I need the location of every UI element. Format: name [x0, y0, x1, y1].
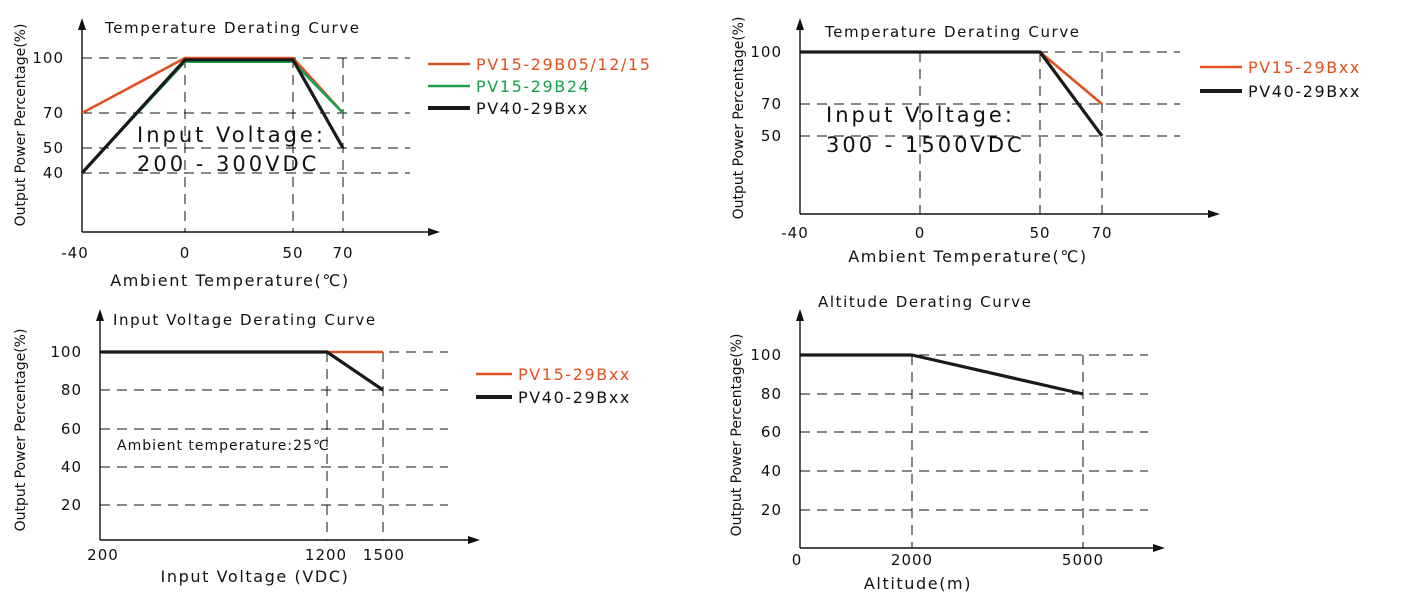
legend: PV15-29Bxx PV40-29Bxx — [1200, 58, 1361, 101]
y-tick-label: 50 — [761, 127, 782, 145]
chart-title: Input Voltage Derating Curve — [113, 311, 377, 329]
legend-label: PV15-29B24 — [476, 77, 590, 96]
annotation-text: 300 - 1500VDC — [826, 133, 1025, 157]
x-axis-arrow-icon — [1208, 210, 1220, 218]
chart-2: Temperature Derating Curve 100 70 50 -40 0 50 7… — [731, 17, 1361, 266]
x-tick-label: 50 — [282, 244, 303, 262]
x-tick-label: 70 — [1091, 224, 1112, 242]
y-tick-label: 60 — [761, 423, 782, 441]
y-tick-label: 100 — [32, 49, 64, 67]
y-axis-arrow-icon — [796, 18, 804, 30]
y-tick-label: 100 — [750, 346, 782, 364]
annotation-text: 200 - 300VDC — [137, 152, 319, 176]
y-tick-label: 20 — [761, 501, 782, 519]
annotation-text: Ambient temperature:25℃ — [117, 438, 330, 454]
y-axis-label: Output Power Percentage(%) — [13, 24, 29, 227]
y-tick-label: 100 — [50, 343, 82, 361]
series-line-2 — [100, 350, 384, 392]
series-line-1 — [1039, 51, 1103, 105]
y-axis-arrow-icon — [96, 309, 104, 321]
legend-label: PV40-29Bxx — [1248, 82, 1361, 101]
x-axis-arrow-icon — [468, 536, 480, 544]
chart-1: Temperature Derating Curve 100 70 50 40 -40 0 5… — [13, 18, 652, 290]
y-axis-label: Output Power Percentage(%) — [729, 334, 745, 537]
legend: PV15-29B05/12/15 PV15-29B24 PV40-29Bxx — [428, 55, 652, 118]
legend-label: PV40-29Bxx — [476, 99, 589, 118]
chart-title: Temperature Derating Curve — [104, 19, 361, 37]
x-tick-label: 50 — [1029, 224, 1050, 242]
annotation-text: Input Voltage: — [826, 103, 1015, 127]
chart-3: Input Voltage Derating Curve 100 80 60 40 20 2… — [13, 309, 631, 586]
x-tick-label: 0 — [915, 224, 926, 242]
y-tick-label: 40 — [761, 462, 782, 480]
x-axis-arrow-icon — [428, 228, 440, 236]
x-tick-label: -40 — [781, 224, 809, 242]
legend-label: PV15-29Bxx — [518, 365, 631, 384]
legend: PV15-29Bxx PV40-29Bxx — [476, 365, 631, 407]
y-tick-label: 70 — [43, 104, 64, 122]
y-axis-arrow-icon — [796, 309, 804, 321]
x-tick-label: 70 — [332, 244, 353, 262]
y-tick-label: 40 — [61, 458, 82, 476]
chart-title: Temperature Derating Curve — [824, 23, 1081, 41]
x-tick-label: -40 — [61, 244, 89, 262]
y-tick-label: 50 — [43, 139, 64, 157]
series-line-1 — [81, 56, 344, 115]
y-tick-label: 80 — [761, 385, 782, 403]
y-tick-label: 40 — [43, 164, 64, 182]
x-axis-label: Input Voltage (VDC) — [161, 567, 350, 586]
legend-label: PV15-29Bxx — [1248, 58, 1361, 77]
x-tick-label: 5000 — [1062, 551, 1104, 569]
y-axis-label: Output Power Percentage(%) — [13, 329, 29, 532]
x-tick-label: 1500 — [363, 546, 405, 564]
series-line-3 — [80, 58, 345, 175]
x-axis-label: Ambient Temperature(℃) — [110, 271, 349, 290]
y-tick-label: 80 — [61, 381, 82, 399]
chart-title: Altitude Derating Curve — [818, 293, 1032, 311]
legend-label: PV40-29Bxx — [518, 388, 631, 407]
legend-label: PV15-29B05/12/15 — [476, 55, 652, 74]
x-tick-label: 0 — [180, 244, 191, 262]
x-tick-label: 2000 — [891, 551, 933, 569]
x-axis-label: Ambient Temperature(℃) — [848, 247, 1087, 266]
x-axis-arrow-icon — [1153, 544, 1165, 552]
y-tick-label: 60 — [61, 420, 82, 438]
annotation-text: Input Voltage: — [137, 123, 326, 147]
y-tick-label: 20 — [61, 496, 82, 514]
x-axis-label: Altitude(m) — [864, 574, 972, 593]
series-line-2 — [800, 50, 1104, 137]
x-tick-label: 200 — [87, 546, 119, 564]
x-tick-label: 0 — [792, 551, 803, 569]
chart-4: Altitude Derating Curve 100 80 60 40 20 0 2000 5… — [729, 293, 1165, 593]
y-tick-label: 70 — [761, 95, 782, 113]
x-tick-label: 1200 — [305, 546, 347, 564]
series-line-1 — [800, 353, 1084, 396]
y-axis-arrow-icon — [78, 18, 86, 30]
y-tick-label: 100 — [750, 43, 782, 61]
y-axis-label: Output Power Percentage(%) — [731, 17, 747, 220]
